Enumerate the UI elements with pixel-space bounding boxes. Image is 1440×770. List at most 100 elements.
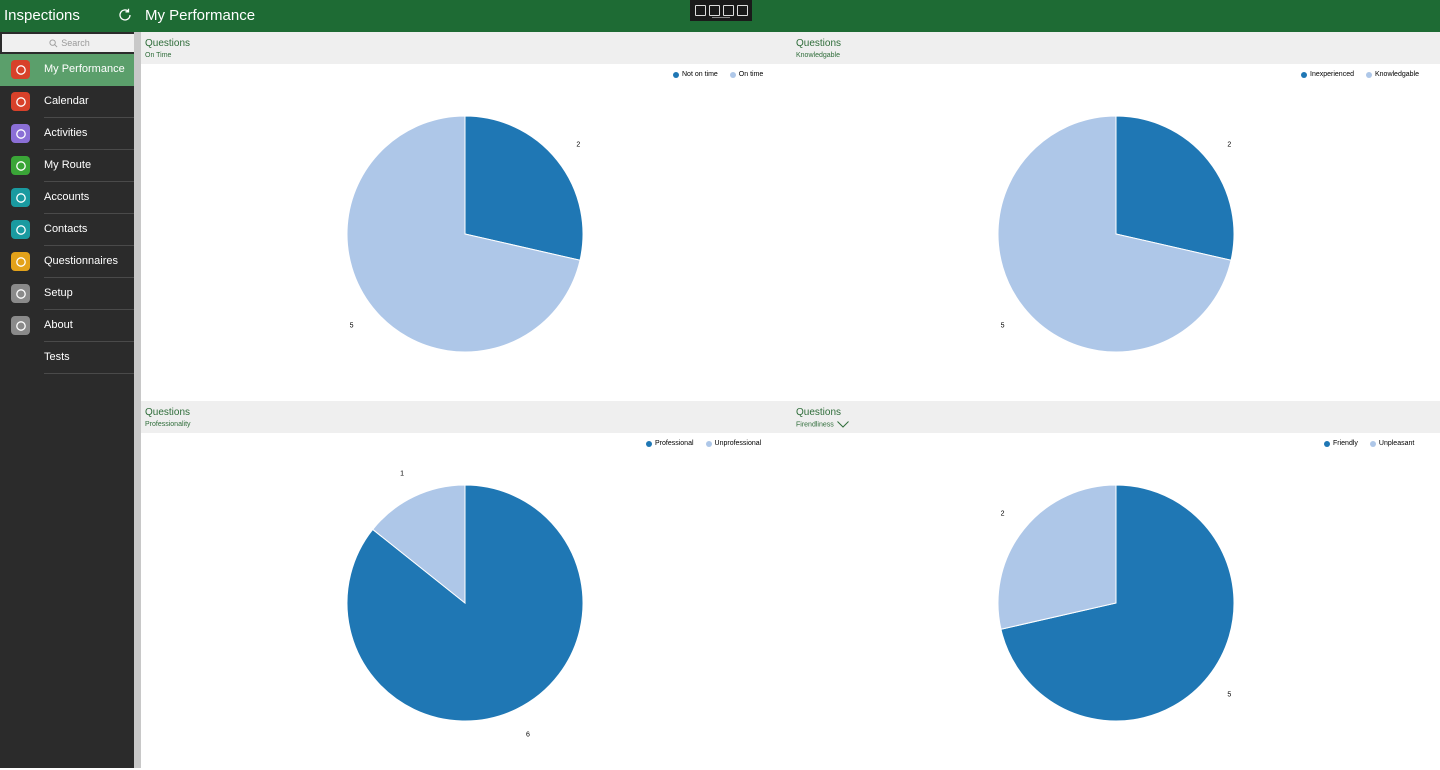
panel-subtitle: Knowledgable bbox=[796, 52, 840, 59]
title-bar: Inspections My Performance bbox=[0, 0, 1440, 32]
panel-title: Questions bbox=[145, 407, 191, 418]
legend-dot bbox=[1301, 71, 1307, 78]
sidebar-item-tests[interactable]: Tests bbox=[0, 342, 134, 374]
pie-chart: 52 bbox=[997, 484, 1235, 722]
gear-icon bbox=[11, 284, 30, 303]
legend-dot bbox=[1369, 440, 1376, 447]
legend: Inexperienced Knowledgable bbox=[1301, 71, 1419, 78]
pie-chart: 25 bbox=[346, 115, 584, 353]
performance-icon bbox=[11, 60, 30, 79]
legend-label: Knowledgable bbox=[1374, 71, 1419, 78]
select-element-icon[interactable] bbox=[694, 5, 706, 16]
pie-chart: 25 bbox=[997, 115, 1235, 353]
sidebar-scrollbar[interactable] bbox=[134, 32, 141, 768]
legend-dot bbox=[1365, 71, 1372, 78]
panel-subtitle: Professionality bbox=[145, 421, 191, 428]
chart-panel-professionality: Questions Professionality Professional U… bbox=[141, 401, 792, 770]
contacts-icon bbox=[11, 220, 30, 239]
search-input[interactable]: Search bbox=[2, 34, 137, 52]
chart-panel-friendliness: Questions Firendliness Friendly Unpleasa… bbox=[792, 401, 1440, 770]
legend-item: Knowledgable bbox=[1365, 71, 1419, 78]
legend-label: Unprofessional bbox=[714, 440, 762, 447]
divider bbox=[44, 309, 134, 310]
slice-value-label: 1 bbox=[400, 470, 404, 477]
debug-toolbar[interactable] bbox=[690, 0, 752, 21]
chevron-down-icon[interactable] bbox=[836, 421, 849, 428]
sidebar-item-label: Accounts bbox=[44, 191, 90, 203]
panel-subtitle[interactable]: Firendliness bbox=[796, 421, 849, 428]
slice-value-label: 2 bbox=[576, 142, 580, 149]
panel-header: Questions Firendliness bbox=[792, 401, 1440, 433]
sidebar-item-questionnaires[interactable]: Questionnaires bbox=[0, 246, 134, 278]
sidebar-item-label: Setup bbox=[44, 287, 73, 299]
app-title: Inspections bbox=[4, 7, 80, 24]
xaml-binding-icon[interactable] bbox=[736, 5, 748, 16]
sidebar-item-activities[interactable]: Activities bbox=[0, 118, 134, 150]
legend: Not on time On time bbox=[673, 71, 763, 78]
sidebar-nav: My Performance Calendar Activities My Route… bbox=[0, 54, 134, 374]
legend: Friendly Unpleasant bbox=[1324, 440, 1414, 447]
legend-item: Inexperienced bbox=[1301, 71, 1354, 78]
divider bbox=[44, 373, 134, 374]
legend-dot bbox=[646, 440, 652, 447]
panel-header: Questions Professionality bbox=[141, 401, 792, 433]
pie-slice[interactable] bbox=[997, 484, 1117, 630]
track-focus-icon[interactable] bbox=[722, 5, 734, 16]
sidebar-item-my-performance[interactable]: My Performance bbox=[0, 54, 134, 86]
display-layout-icon[interactable] bbox=[708, 5, 720, 16]
sidebar-item-label: My Performance bbox=[44, 63, 125, 75]
sidebar-item-contacts[interactable]: Contacts bbox=[0, 214, 134, 246]
legend-label: On time bbox=[738, 71, 764, 78]
slice-value-label: 2 bbox=[1001, 511, 1005, 518]
divider bbox=[44, 245, 134, 246]
panel-title: Questions bbox=[796, 407, 842, 418]
chart-panel-knowledgable: Questions Knowledgable Inexperienced Kno… bbox=[792, 32, 1440, 401]
legend-label: Inexperienced bbox=[1310, 71, 1354, 78]
legend-item: Professional bbox=[646, 440, 694, 447]
panel-header: Questions On Time bbox=[141, 32, 792, 64]
legend-item: Not on time bbox=[673, 71, 718, 78]
legend-item: Unpleasant bbox=[1369, 440, 1415, 447]
divider bbox=[44, 277, 134, 278]
debug-toolbar-handle[interactable] bbox=[712, 17, 730, 18]
divider bbox=[44, 181, 134, 182]
legend-item: Friendly bbox=[1324, 440, 1358, 447]
refresh-icon[interactable] bbox=[117, 7, 133, 23]
sidebar-item-setup[interactable]: Setup bbox=[0, 278, 134, 310]
sidebar-item-label: Questionnaires bbox=[44, 255, 118, 267]
pie-slice[interactable] bbox=[346, 115, 581, 353]
sidebar-item-accounts[interactable]: Accounts bbox=[0, 182, 134, 214]
pie-slice[interactable] bbox=[1000, 484, 1235, 722]
legend-dot bbox=[705, 440, 712, 447]
sidebar-item-label: Contacts bbox=[44, 223, 88, 235]
search-placeholder: Search bbox=[61, 38, 90, 48]
slice-value-label: 5 bbox=[350, 322, 354, 329]
panel-subtitle: On Time bbox=[145, 52, 172, 59]
pie-slice[interactable] bbox=[1115, 115, 1235, 261]
sidebar-item-label: Tests bbox=[44, 351, 70, 363]
legend-item: On time bbox=[729, 71, 764, 78]
sidebar-item-about[interactable]: About bbox=[0, 310, 134, 342]
pie-slice[interactable] bbox=[464, 115, 584, 261]
panel-title: Questions bbox=[796, 38, 842, 49]
sidebar: Search My Performance Calendar Activities M… bbox=[0, 32, 141, 768]
pie-slice[interactable] bbox=[372, 484, 466, 605]
legend-item: Unprofessional bbox=[705, 440, 762, 447]
sidebar-item-my-route[interactable]: My Route bbox=[0, 150, 134, 182]
slice-value-label: 5 bbox=[1001, 322, 1005, 329]
pie-slice[interactable] bbox=[997, 115, 1232, 353]
panel-title: Questions bbox=[145, 38, 191, 49]
pie-slice[interactable] bbox=[346, 484, 584, 722]
sidebar-item-calendar[interactable]: Calendar bbox=[0, 86, 134, 118]
legend-label: Unpleasant bbox=[1378, 440, 1415, 447]
slice-value-label: 2 bbox=[1227, 142, 1231, 149]
info-icon bbox=[11, 316, 30, 335]
sidebar-item-label: Activities bbox=[44, 127, 88, 139]
legend: Professional Unprofessional bbox=[646, 440, 761, 447]
page-title: My Performance bbox=[145, 7, 256, 24]
legend-label: Not on time bbox=[682, 71, 718, 78]
slice-value-label: 5 bbox=[1227, 691, 1231, 698]
calendar-icon bbox=[11, 92, 30, 111]
